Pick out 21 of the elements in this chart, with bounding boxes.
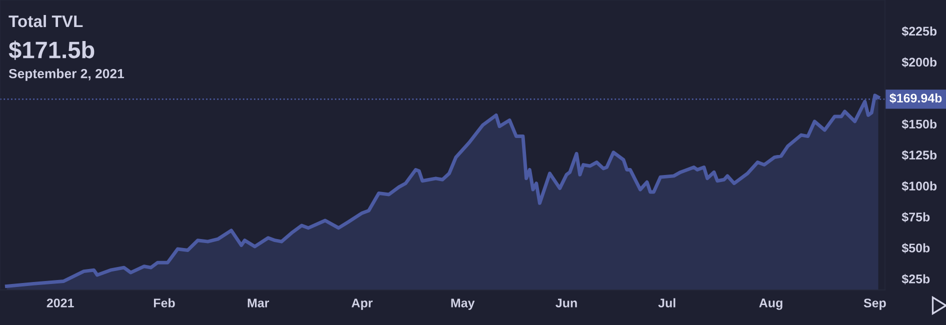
y-tick-label: $50b <box>902 243 930 254</box>
y-tick-label: $225b <box>902 26 937 36</box>
x-tick-label: Jun <box>556 298 577 308</box>
y-tick-label: $25b <box>902 274 930 284</box>
text: Total TVL <box>8 14 83 28</box>
x-tick-label: Sep <box>864 298 886 310</box>
text: $171.5b <box>8 40 94 60</box>
x-tick-label: Jul <box>658 298 676 308</box>
x-tick-label: May <box>451 298 475 310</box>
y-tick-label: $100b <box>902 181 937 192</box>
y-tick-label: $75b <box>902 212 930 222</box>
x-tick-label: Apr <box>352 298 373 310</box>
x-tick-label: Mar <box>248 298 270 308</box>
y-tick-label: $150b <box>902 119 937 130</box>
x-tick-label: Feb <box>154 298 175 308</box>
x-tick-label: 2021 <box>46 298 74 308</box>
annotation: September 2, 2021 <box>8 68 124 81</box>
y-tick-label: $200b <box>902 57 937 68</box>
y-tick-label: $125b <box>902 150 937 160</box>
x-tick-label: Aug <box>759 298 782 310</box>
ref-line-label: $169.94b <box>890 93 942 104</box>
